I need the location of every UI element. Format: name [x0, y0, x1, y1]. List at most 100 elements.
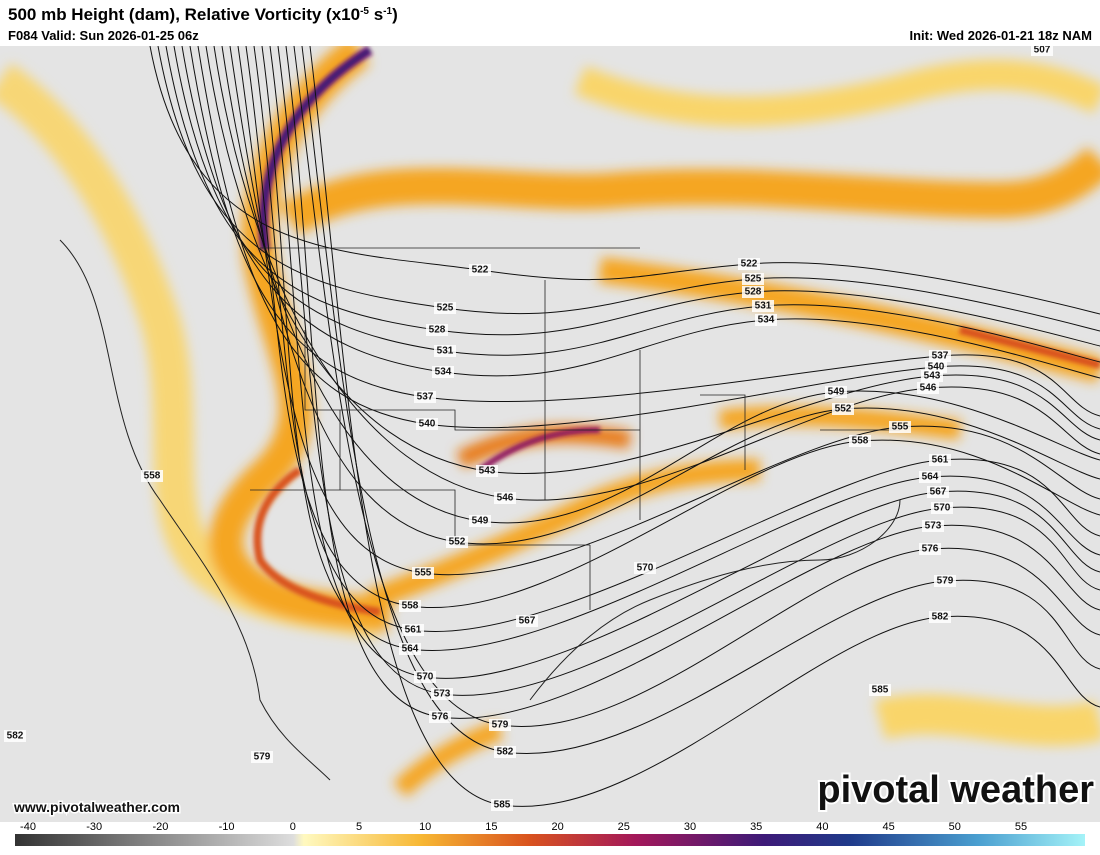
contour-line [149, 45, 1100, 315]
header-band [0, 0, 1100, 46]
contour-label-box [431, 688, 453, 700]
contour-label: 570 [637, 563, 654, 574]
contour-label-box [434, 302, 456, 314]
contour-label: 534 [758, 315, 775, 326]
contour-label: 552 [449, 537, 466, 548]
contour-label-box [922, 520, 944, 532]
contour-label-box [399, 643, 421, 655]
contour-label: 555 [415, 568, 432, 579]
title-text: s [369, 5, 383, 24]
contour-label-box [434, 345, 456, 357]
contour-label: 549 [828, 387, 845, 398]
contour-label: 573 [434, 689, 451, 700]
contour-label-box [742, 286, 764, 298]
contour-label: 561 [405, 625, 422, 636]
contour-line [197, 45, 1100, 430]
contour-label: 537 [932, 351, 949, 362]
colorbar-tick-label: 30 [684, 821, 696, 833]
colorbar-tick-label: 35 [750, 821, 762, 833]
contour-label: 564 [402, 644, 419, 655]
contour-label-box [251, 751, 273, 763]
contour-line [181, 45, 1100, 379]
contour-label: 522 [472, 265, 489, 276]
contour-line [309, 45, 1100, 807]
colorbar-tick-label: -30 [86, 821, 102, 833]
contour-label: 570 [417, 672, 434, 683]
contour-label: 561 [932, 455, 949, 466]
contour-label-box [869, 684, 891, 696]
contour-label-box [825, 386, 847, 398]
colorbar-tick-label: 45 [882, 821, 894, 833]
vorticity-core [253, 45, 1100, 616]
contour-label-box [429, 711, 451, 723]
contour-label-box [755, 314, 777, 326]
contour-label: 546 [497, 493, 514, 504]
contour-label-box [416, 418, 438, 430]
contour-label: 552 [835, 404, 852, 415]
title-text: 500 mb Height (dam), Relative Vorticity … [8, 5, 360, 24]
contour-label-box [402, 624, 424, 636]
website: www.pivotalweather.com [13, 799, 180, 815]
contour-label-box [489, 719, 511, 731]
height-contours [149, 45, 1100, 807]
contour-line [173, 45, 1100, 363]
contour-line [205, 45, 1100, 475]
contour-label-box [399, 600, 421, 612]
contour-label: 528 [745, 287, 762, 298]
contour-labels: 522 525 528 531 534 537 540 543 546 549 552 555 558 5… [4, 44, 1053, 811]
contour-label: 531 [755, 301, 772, 312]
contour-label: 528 [429, 325, 446, 336]
contour-label-box [426, 324, 448, 336]
contour-line [261, 45, 1100, 651]
contour-line [269, 45, 1100, 679]
title-exponent: -5 [360, 6, 369, 17]
contour-line [245, 45, 1100, 609]
colorbar-ticks: -40 -30 -20 -10 0 5 10 15 20 25 30 35 40 45 50 55 [20, 821, 1027, 833]
contour-label-box [849, 435, 871, 447]
contour-label-box [494, 492, 516, 504]
contour-label: 579 [492, 720, 509, 731]
contour-label: 558 [402, 601, 419, 612]
contour-label-box [469, 515, 491, 527]
contour-label-box [516, 615, 538, 627]
contour-label-box [412, 567, 434, 579]
borders [59, 239, 901, 781]
contour-label-box [927, 486, 949, 498]
colorbar-tick-label: 0 [290, 821, 296, 833]
colorbar-tick-label: 25 [618, 821, 630, 833]
contour-line [301, 45, 1100, 754]
contour-label: 582 [932, 612, 949, 623]
contour-label-box [929, 611, 951, 623]
contour-label: 564 [922, 472, 939, 483]
valid-time: F084 Valid: Sun 2026-01-25 06z [8, 28, 199, 43]
contour-label: 558 [852, 436, 869, 447]
contour-label-box [491, 799, 513, 811]
contour-label-box [921, 370, 943, 382]
contour-label-box [414, 391, 436, 403]
contour-label: 540 [419, 419, 436, 430]
contour-label: 567 [930, 487, 947, 498]
contour-line [221, 45, 1100, 524]
colorbar-tick-label: 20 [551, 821, 563, 833]
contour-label: 543 [924, 371, 941, 382]
contour-label: 537 [417, 392, 434, 403]
contour-label-box [832, 403, 854, 415]
contour-label-box [4, 730, 26, 742]
contour-label: 573 [925, 521, 942, 532]
contour-line [229, 45, 1100, 545]
contour-label-box [929, 454, 951, 466]
contour-label-box [889, 421, 911, 433]
contour-label: 576 [432, 712, 449, 723]
contour-line [157, 45, 1100, 332]
contour-label: 525 [437, 303, 454, 314]
contour-label: 579 [937, 576, 954, 587]
contour-label-box [414, 671, 436, 683]
init-time: Init: Wed 2026-01-21 18z NAM [909, 28, 1092, 43]
contour-label: 555 [892, 422, 909, 433]
contour-label: 582 [497, 747, 514, 758]
contour-label-box [917, 382, 939, 394]
contour-line [293, 45, 1100, 727]
contour-label: 534 [435, 367, 452, 378]
contour-line [277, 45, 1100, 696]
